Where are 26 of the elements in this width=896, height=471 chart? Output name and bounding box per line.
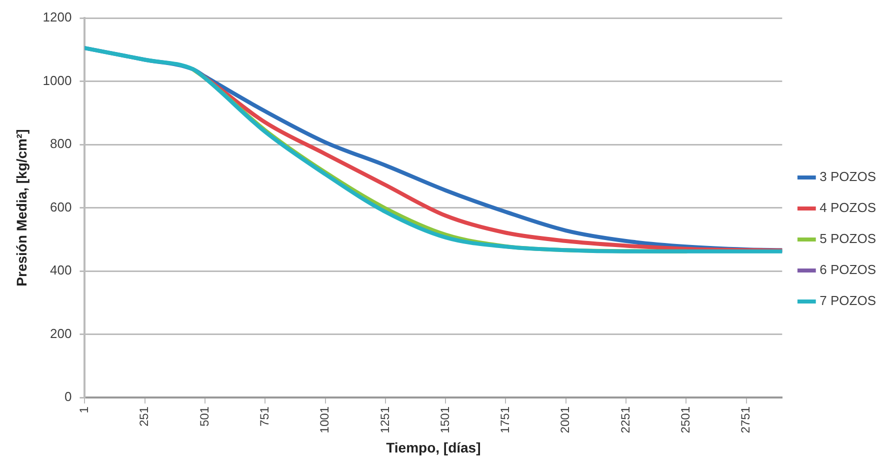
y-tick-label: 800 [50,136,72,152]
x-tick-label: 2751 [738,406,753,434]
x-tick-label: 251 [137,406,152,427]
x-tick-label: 501 [197,406,212,427]
y-tick-label: 600 [50,199,72,214]
legend-label: 3 POZOS [820,169,876,184]
y-axis-title: Presión Media, [kg/cm²] [13,129,30,286]
legend-label: 5 POZOS [820,231,876,246]
x-tick-label: 1 [77,406,92,414]
x-tick-label: 1001 [318,406,332,434]
legend-label: 6 POZOS [820,262,876,278]
y-tick-label: 1200 [42,10,72,25]
x-tick-label: 1251 [378,406,392,434]
y-tick-label: 1000 [42,72,72,88]
y-tick-label: 400 [50,262,72,278]
legend-label: 4 POZOS [820,200,876,216]
x-tick-label: 1751 [498,406,512,434]
legend-label: 7 POZOS [820,293,876,308]
x-tick-label: 2501 [678,406,692,434]
x-tick-label: 751 [257,406,272,427]
x-tick-label: 2001 [558,406,572,434]
x-axis-title: Tiempo, [días] [386,439,481,456]
y-tick-label: 200 [50,326,72,341]
x-tick-label: 2251 [618,406,632,434]
y-tick-label: 0 [64,389,72,404]
x-tick-label: 1501 [438,406,452,434]
